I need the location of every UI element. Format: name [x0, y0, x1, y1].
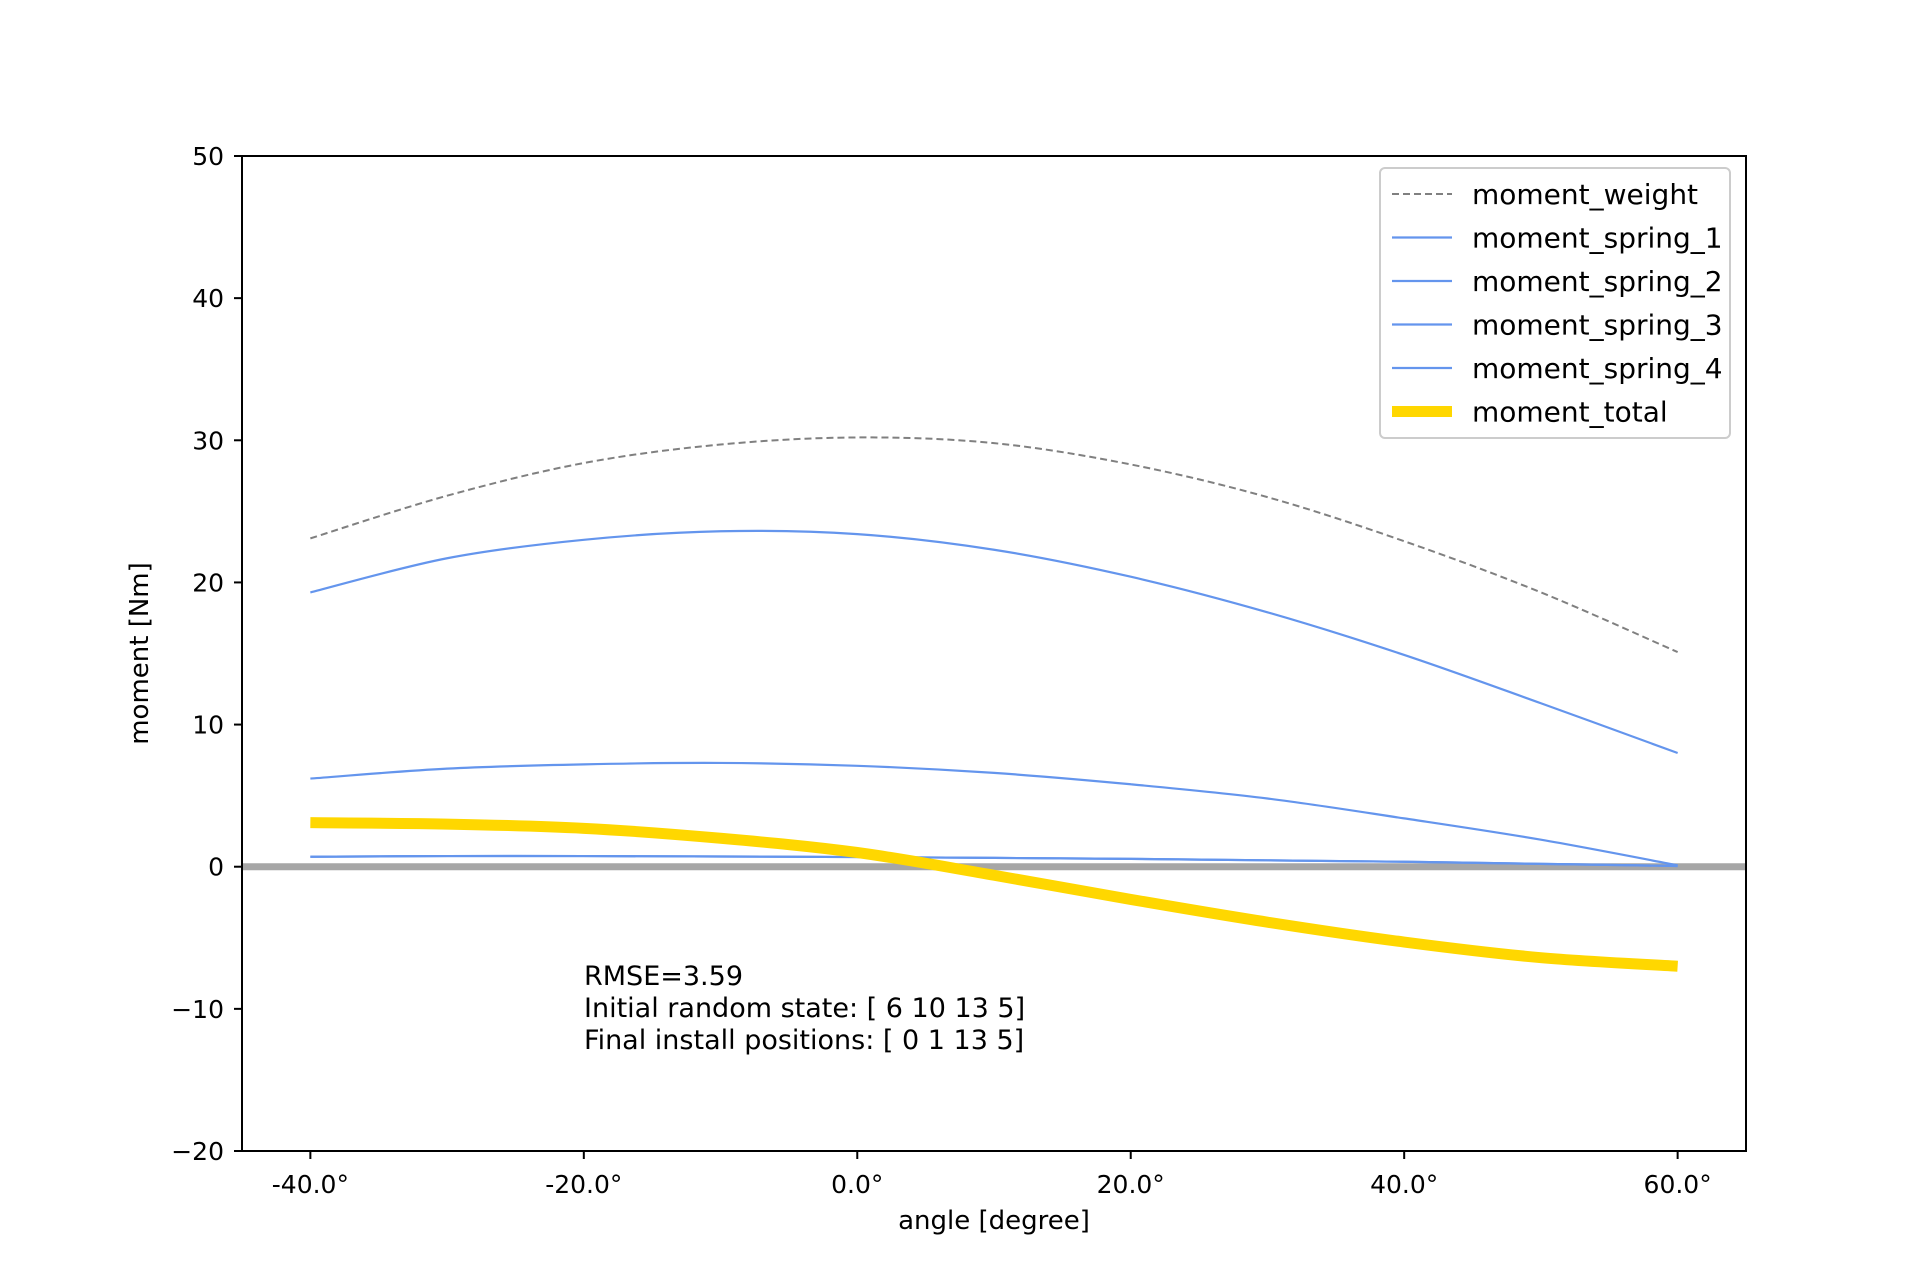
legend: moment_weight moment_spring_1 moment_sprin…	[1379, 167, 1731, 439]
annotation-initial-state: Initial random state: [ 6 10 13 5]	[584, 993, 1025, 1024]
series-line-moment-weight	[310, 436, 1679, 653]
x-tick-label: 20.0°	[1097, 1170, 1165, 1199]
legend-label-moment-total: moment_total	[1472, 396, 1668, 429]
x-tick-label: -40.0°	[272, 1170, 349, 1199]
series-line-moment-spring-4	[310, 854, 1678, 868]
y-tick-label: 50	[192, 142, 224, 171]
plot-area	[242, 436, 1746, 972]
legend-label-moment-spring-2: moment_spring_2	[1472, 265, 1723, 298]
annotation-final-positions: Final install positions: [ 0 1 13 5]	[584, 1025, 1024, 1056]
series-line-moment-spring-2	[310, 761, 1678, 867]
x-tick-label: 60.0°	[1644, 1170, 1712, 1199]
annotation-rmse: RMSE=3.59	[584, 961, 743, 992]
axes: -40.0° -20.0° 0.0° 20.0° 40.0° 60.0° 50 40 30 20 1…	[171, 142, 1747, 1199]
x-axis-label: angle [degree]	[898, 1206, 1090, 1236]
legend-label-moment-weight: moment_weight	[1472, 178, 1698, 211]
y-tick-label: 40	[192, 284, 224, 313]
series-line-moment-total	[310, 817, 1678, 972]
y-tick-label: 10	[192, 711, 224, 740]
y-tick-label: 20	[192, 568, 224, 597]
legend-frame	[1379, 167, 1731, 439]
y-tick-label: −10	[171, 995, 224, 1024]
legend-label-moment-spring-1: moment_spring_1	[1472, 222, 1723, 255]
x-tick-label: 40.0°	[1370, 1170, 1438, 1199]
y-tick-label: 30	[192, 426, 224, 455]
y-tick-label: −20	[171, 1137, 224, 1166]
annotation-box: RMSE=3.59 Initial random state: [ 6 10 1…	[584, 961, 1025, 1056]
series-line-moment-spring-1	[310, 529, 1679, 755]
x-tick-label: -20.0°	[545, 1170, 622, 1199]
x-tick-label: 0.0°	[831, 1170, 883, 1199]
legend-label-moment-spring-3: moment_spring_3	[1472, 309, 1723, 342]
y-axis-label: moment [Nm]	[125, 562, 155, 745]
axes-frame	[241, 155, 1747, 1152]
legend-label-moment-spring-4: moment_spring_4	[1472, 352, 1723, 385]
y-tick-label: 0	[208, 853, 224, 882]
